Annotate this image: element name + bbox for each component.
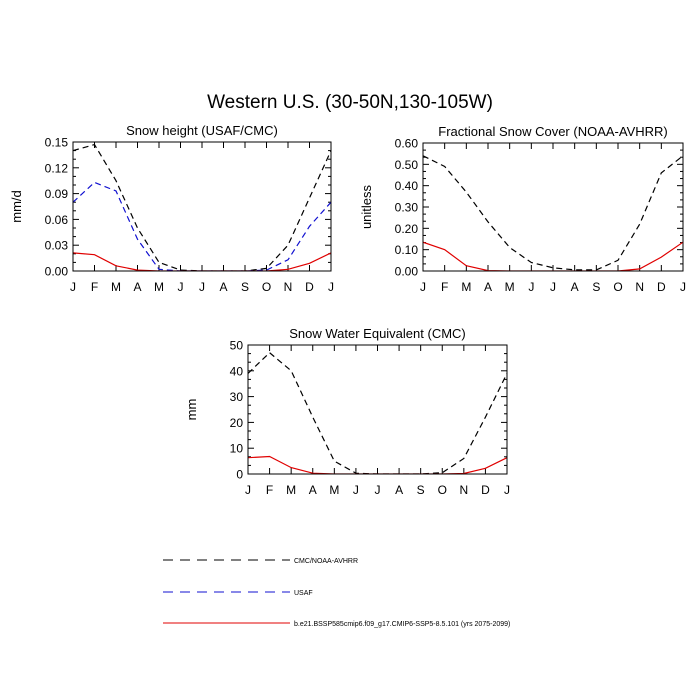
y-tick-label: 10 xyxy=(230,442,244,456)
legend-label-usaf: USAF xyxy=(294,590,313,597)
y-tick-label: 0.40 xyxy=(395,179,419,193)
y-tick-label: 0.00 xyxy=(395,265,419,279)
x-tick-label: M xyxy=(461,280,471,294)
y-tick-label: 0.12 xyxy=(45,161,69,175)
x-tick-label: S xyxy=(592,280,600,294)
x-tick-label: J xyxy=(353,483,359,497)
x-tick-label: J xyxy=(375,483,381,497)
x-tick-label: J xyxy=(245,483,251,497)
x-tick-label: M xyxy=(286,483,296,497)
series-line-obs xyxy=(423,155,683,271)
x-tick-label: J xyxy=(550,280,556,294)
y-tick-label: 30 xyxy=(230,390,244,404)
x-tick-label: A xyxy=(133,280,141,294)
panel-snow-cover: Fractional Snow Cover (NOAA-AVHRR) unitle… xyxy=(359,124,686,294)
chart-panels: Snow height (USAF/CMC) mm/d 0.00 0.03 0.06 0.… xyxy=(9,123,686,497)
series-line-obs xyxy=(73,143,331,271)
panel-snow-height: Snow height (USAF/CMC) mm/d 0.00 0.03 0.06 0.… xyxy=(9,123,334,294)
x-tick-label: S xyxy=(417,483,425,497)
x-tick-label: M xyxy=(329,483,339,497)
x-tick-label: D xyxy=(305,280,314,294)
x-tick-label: F xyxy=(91,280,98,294)
x-tick-label: J xyxy=(528,280,534,294)
figure-title: Western U.S. (30-50N,130-105W) xyxy=(207,92,493,113)
y-tick-label: 0 xyxy=(236,468,243,482)
series-line-model xyxy=(423,241,683,271)
y-axis-label: unitless xyxy=(359,184,374,229)
x-tick-label: J xyxy=(178,280,184,294)
series-line-obs xyxy=(248,351,507,474)
series-line-model xyxy=(73,252,331,271)
x-tick-label: J xyxy=(420,280,426,294)
plot-frame xyxy=(422,142,684,272)
y-axis-label: mm xyxy=(184,399,199,421)
x-tick-label: O xyxy=(262,280,271,294)
x-tick-label: M xyxy=(505,280,515,294)
y-tick-label: 0.03 xyxy=(45,239,69,253)
x-tick-label: F xyxy=(266,483,273,497)
y-tick-label: 0.15 xyxy=(45,136,69,150)
x-tick-label: O xyxy=(438,483,447,497)
y-tick-label: 0.50 xyxy=(395,158,419,172)
x-tick-label: M xyxy=(154,280,164,294)
panel-title: Fractional Snow Cover (NOAA-AVHRR) xyxy=(438,124,667,139)
legend-label-model: b.e21.BSSP585cmip6.f09_g17.CMIP6-SSP5-8.… xyxy=(294,621,510,628)
y-tick-label: 0.30 xyxy=(395,201,419,215)
y-tick-label: 50 xyxy=(230,339,244,353)
y-tick-label: 0.10 xyxy=(395,243,419,257)
legend-label-obs: CMC/NOAA-AVHRR xyxy=(294,558,358,565)
x-tick-label: D xyxy=(657,280,666,294)
plot-frame xyxy=(72,141,332,272)
x-tick-label: M xyxy=(111,280,121,294)
x-tick-label: A xyxy=(571,280,579,294)
legend: CMC/NOAA-AVHRR USAF b.e21.BSSP585cmip6.f09… xyxy=(163,558,510,628)
x-tick-label: A xyxy=(484,280,492,294)
x-tick-label: N xyxy=(459,483,468,497)
x-tick-label: A xyxy=(395,483,403,497)
panel-swe: Snow Water Equivalent (CMC) mm 0 10 20 30 40 50… xyxy=(184,326,510,497)
x-tick-label: J xyxy=(680,280,686,294)
x-tick-label: A xyxy=(309,483,317,497)
panel-title: Snow Water Equivalent (CMC) xyxy=(289,326,466,341)
x-tick-label: D xyxy=(481,483,490,497)
x-tick-label: J xyxy=(504,483,510,497)
series-line-usaf xyxy=(73,181,331,271)
x-tick-label: A xyxy=(219,280,227,294)
x-tick-label: N xyxy=(284,280,293,294)
y-tick-label: 0.60 xyxy=(395,137,419,151)
x-tick-label: S xyxy=(241,280,249,294)
x-tick-label: J xyxy=(199,280,205,294)
y-tick-label: 0.06 xyxy=(45,213,69,227)
x-tick-label: F xyxy=(441,280,448,294)
y-tick-label: 0.20 xyxy=(395,222,419,236)
x-tick-label: N xyxy=(635,280,644,294)
x-tick-label: J xyxy=(70,280,76,294)
x-tick-label: J xyxy=(328,280,334,294)
y-axis-label: mm/d xyxy=(9,190,24,223)
panel-title: Snow height (USAF/CMC) xyxy=(126,123,278,138)
plot-frame xyxy=(247,344,508,475)
y-tick-label: 40 xyxy=(230,364,244,378)
y-tick-label: 0.09 xyxy=(45,187,69,201)
y-tick-label: 0.00 xyxy=(45,265,69,279)
y-tick-label: 20 xyxy=(230,416,244,430)
x-tick-label: O xyxy=(613,280,622,294)
